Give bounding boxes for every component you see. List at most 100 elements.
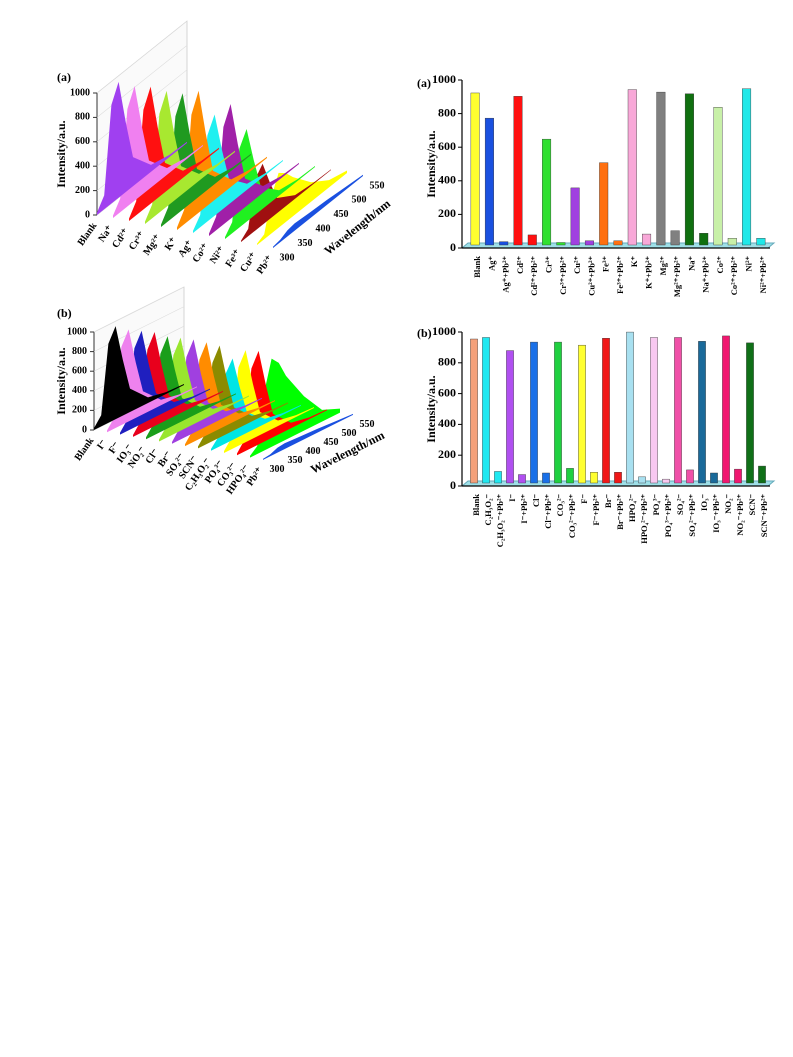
y-tick-label: 600 <box>438 385 456 399</box>
bar <box>650 337 658 484</box>
x-tick-label: F⁻ <box>579 493 589 503</box>
y-axis-title: Intensity/a.u. <box>54 347 68 414</box>
y-tick-label: 0 <box>82 424 87 435</box>
y-tick-label: 0 <box>85 209 90 220</box>
bar <box>613 240 623 246</box>
x-tick-label: Cu²⁺+Pb²⁺ <box>586 255 596 295</box>
spectrum <box>97 81 187 215</box>
x-tick-label: PO₄³⁻ <box>651 493 661 515</box>
x-tick-label: Fe³⁺ <box>601 255 611 272</box>
spectrum <box>161 93 251 228</box>
y-tick-label: 1000 <box>67 326 87 337</box>
y-tick-label: 200 <box>438 447 456 461</box>
y-tick-label: 600 <box>438 139 456 153</box>
x-tick-label: 550 <box>370 180 385 191</box>
y-tick-label: 200 <box>72 405 87 416</box>
bar <box>756 238 766 246</box>
x-tick-label: NO₂⁻ <box>723 493 733 513</box>
bar <box>499 241 509 246</box>
bar <box>710 472 718 484</box>
bar <box>674 337 682 484</box>
x-tick-label: 400 <box>306 446 321 457</box>
x-tick-label: Na⁺ <box>686 255 696 270</box>
bar <box>556 242 566 246</box>
y-tick-label: 200 <box>438 206 456 220</box>
bar <box>527 234 537 246</box>
bar <box>484 117 494 246</box>
panel-label: (a) <box>57 70 71 84</box>
x-tick-label: Cd²⁺+Pb²⁺ <box>529 255 539 295</box>
y-tick-label: 1000 <box>432 324 456 338</box>
x-tick-label: Co²⁺ <box>715 256 725 274</box>
x-tick-label: Br⁻+Pb²⁺ <box>615 493 625 529</box>
y-axis-title: Intensity/a.u. <box>54 120 68 187</box>
bar <box>684 93 694 246</box>
x-tick-label: Cl⁻+Pb²⁺ <box>543 493 553 528</box>
x-tick-label: Blank <box>471 494 481 516</box>
bar <box>590 472 598 484</box>
grid-line <box>96 20 188 94</box>
x-tick-label: Mg²⁺ <box>658 255 668 275</box>
x-tick-label: I⁻ <box>507 493 517 501</box>
y-tick-label: 600 <box>72 365 87 376</box>
bar <box>642 233 652 246</box>
y-tick-label: 400 <box>438 416 456 430</box>
bar <box>638 476 646 484</box>
y-tick-label: 800 <box>72 346 87 357</box>
bar <box>470 92 480 246</box>
y-axis-title: Intensity/a.u. <box>424 375 438 442</box>
y-tick-label: 0 <box>450 240 456 254</box>
x-tick-label: 450 <box>334 209 349 220</box>
y-axis-title: Intensity/a.u. <box>424 130 438 197</box>
bar <box>566 468 574 484</box>
x-tick-label: 300 <box>270 464 285 475</box>
x-tick-label: Ag⁺+Pb²⁺ <box>501 256 511 293</box>
x-tick-label: HPO₄²⁻+Pb²⁺ <box>639 493 649 543</box>
x-tick-label: 450 <box>324 437 339 448</box>
bar <box>727 238 737 246</box>
x-tick-label: HPO₄²⁻ <box>627 493 637 522</box>
x-tick-label: 500 <box>352 195 367 206</box>
x-tick-label: 500 <box>342 428 357 439</box>
spectrum <box>129 86 219 221</box>
panel-label: (b) <box>57 306 72 320</box>
y-tick-label: 400 <box>72 385 87 396</box>
x-tick-label: Mg²⁺+Pb²⁺ <box>672 255 682 297</box>
spectrum <box>193 114 283 233</box>
bar <box>698 341 706 484</box>
bar <box>614 472 622 484</box>
x-tick-label: Cl⁻ <box>531 494 541 508</box>
bar <box>578 344 586 484</box>
bar <box>746 342 754 484</box>
spectrum <box>257 170 347 245</box>
bar <box>554 341 562 484</box>
bar <box>599 162 609 246</box>
bar <box>742 88 752 246</box>
spectrum <box>94 326 184 430</box>
x-tick-label: Cd²⁺ <box>515 255 525 273</box>
x-tick-label: Ni²⁺ <box>744 255 754 271</box>
x-tick-label: IO₃⁻ <box>699 494 709 511</box>
x-tick-label: Co²⁺+Pb²⁺ <box>729 255 739 295</box>
x-tick-label: K⁺ <box>629 255 639 267</box>
bar <box>542 472 550 484</box>
bar <box>626 331 634 484</box>
y-tick-label: 1000 <box>70 87 90 98</box>
bar <box>699 233 709 246</box>
x-tick-label: IO₃⁻+Pb²⁺ <box>711 494 721 533</box>
bar <box>542 138 552 246</box>
x-tick-label: Na⁺+Pb²⁺ <box>701 256 711 293</box>
bar <box>513 96 523 246</box>
bar <box>570 187 580 246</box>
x-tick-label: 550 <box>360 419 375 430</box>
panel-label: (b) <box>417 326 432 340</box>
spectrum <box>113 86 203 218</box>
y-tick-label: 200 <box>75 185 90 196</box>
y-tick-label: 600 <box>75 136 90 147</box>
x-tick-label: 400 <box>316 223 331 234</box>
bar <box>602 338 610 484</box>
x-tick-label: 350 <box>288 455 303 466</box>
bar <box>656 91 666 246</box>
x-tick-label: 300 <box>280 252 295 263</box>
y-tick-label: 0 <box>450 478 456 492</box>
